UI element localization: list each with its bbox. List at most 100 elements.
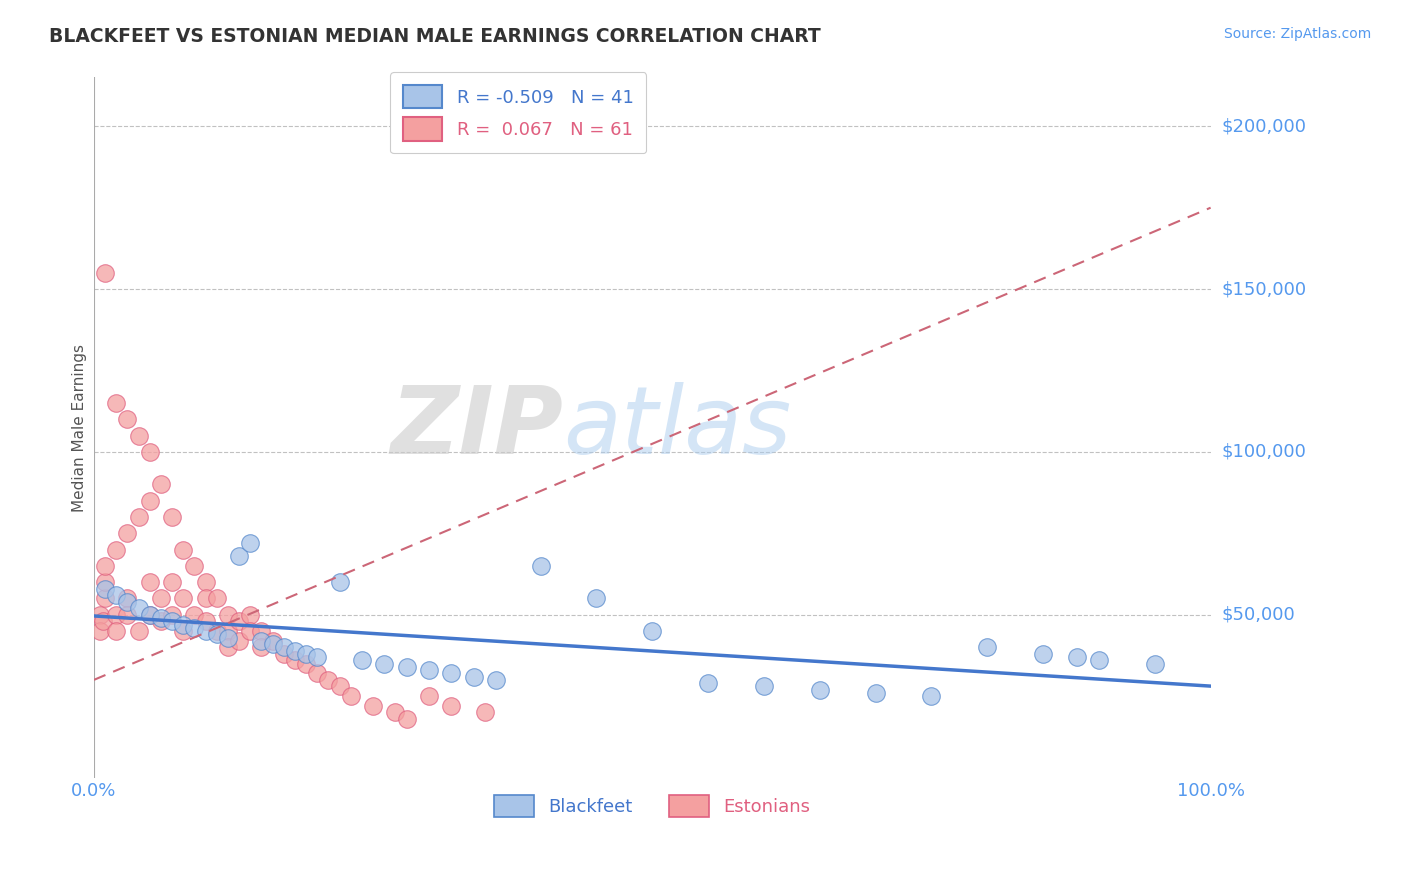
Point — [117, 607, 139, 622]
Point — [139, 607, 162, 622]
Point — [217, 624, 239, 638]
Point — [697, 676, 720, 690]
Point — [94, 591, 117, 606]
Point — [463, 670, 485, 684]
Text: atlas: atlas — [562, 382, 792, 473]
Point — [117, 526, 139, 541]
Point — [1143, 657, 1166, 671]
Text: ZIP: ZIP — [389, 382, 562, 474]
Text: $150,000: $150,000 — [1222, 280, 1308, 298]
Text: Source: ZipAtlas.com: Source: ZipAtlas.com — [1223, 27, 1371, 41]
Point — [205, 624, 228, 638]
Point — [94, 575, 117, 590]
Point — [128, 510, 150, 524]
Point — [239, 624, 262, 638]
Point — [105, 588, 128, 602]
Point — [329, 679, 352, 693]
Point — [307, 650, 329, 665]
Point — [1032, 647, 1054, 661]
Text: $200,000: $200,000 — [1222, 117, 1306, 136]
Point — [117, 595, 139, 609]
Point — [384, 706, 406, 720]
Point — [273, 640, 295, 655]
Point — [128, 428, 150, 442]
Point — [172, 617, 194, 632]
Point — [350, 653, 373, 667]
Point — [91, 614, 114, 628]
Point — [149, 611, 172, 625]
Point — [808, 682, 831, 697]
Point — [418, 663, 440, 677]
Point — [418, 689, 440, 703]
Point — [250, 633, 273, 648]
Point — [105, 607, 128, 622]
Point — [105, 624, 128, 638]
Point — [239, 536, 262, 550]
Point — [117, 412, 139, 426]
Point — [339, 689, 361, 703]
Point — [105, 396, 128, 410]
Point — [440, 666, 463, 681]
Point — [373, 657, 395, 671]
Point — [295, 647, 318, 661]
Point — [205, 627, 228, 641]
Point — [89, 624, 111, 638]
Point — [262, 633, 284, 648]
Point — [183, 607, 205, 622]
Point — [94, 582, 117, 596]
Point — [89, 607, 111, 622]
Point — [194, 614, 217, 628]
Point — [250, 624, 273, 638]
Point — [217, 640, 239, 655]
Point — [139, 575, 162, 590]
Point — [395, 660, 418, 674]
Point — [94, 558, 117, 573]
Point — [273, 647, 295, 661]
Point — [160, 575, 183, 590]
Point — [228, 633, 250, 648]
Point — [160, 607, 183, 622]
Text: $50,000: $50,000 — [1222, 606, 1295, 624]
Point — [128, 624, 150, 638]
Point — [474, 706, 496, 720]
Point — [149, 477, 172, 491]
Point — [284, 643, 307, 657]
Legend: Blackfeet, Estonians: Blackfeet, Estonians — [488, 788, 817, 824]
Y-axis label: Median Male Earnings: Median Male Earnings — [72, 343, 87, 511]
Point — [1066, 650, 1088, 665]
Point — [865, 686, 887, 700]
Point — [318, 673, 340, 687]
Point — [139, 607, 162, 622]
Point — [1088, 653, 1111, 667]
Point — [585, 591, 607, 606]
Point — [641, 624, 664, 638]
Point — [139, 493, 162, 508]
Point — [149, 591, 172, 606]
Point — [194, 624, 217, 638]
Text: BLACKFEET VS ESTONIAN MEDIAN MALE EARNINGS CORRELATION CHART: BLACKFEET VS ESTONIAN MEDIAN MALE EARNIN… — [49, 27, 821, 45]
Point — [217, 607, 239, 622]
Point — [183, 558, 205, 573]
Point — [217, 631, 239, 645]
Point — [307, 666, 329, 681]
Text: $100,000: $100,000 — [1222, 443, 1306, 461]
Point — [172, 591, 194, 606]
Point — [160, 510, 183, 524]
Point — [239, 607, 262, 622]
Point — [262, 637, 284, 651]
Point — [172, 542, 194, 557]
Point — [194, 591, 217, 606]
Point — [128, 601, 150, 615]
Point — [329, 575, 352, 590]
Point — [139, 445, 162, 459]
Point — [920, 689, 942, 703]
Point — [105, 542, 128, 557]
Point — [440, 698, 463, 713]
Point — [284, 653, 307, 667]
Point — [752, 679, 775, 693]
Point — [250, 640, 273, 655]
Point — [205, 591, 228, 606]
Point — [117, 591, 139, 606]
Point — [160, 614, 183, 628]
Point — [228, 549, 250, 563]
